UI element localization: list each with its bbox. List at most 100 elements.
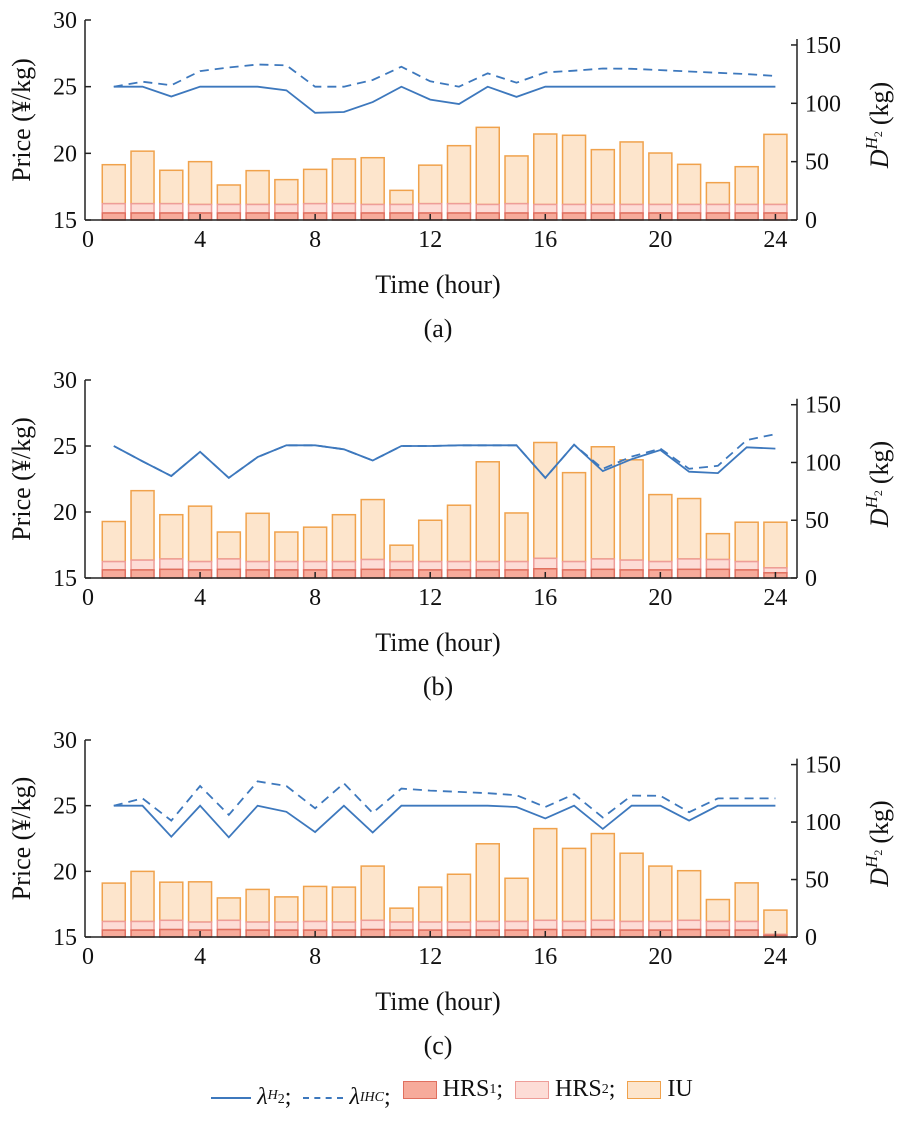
bar-iu — [360, 865, 385, 922]
bar-iu — [619, 852, 644, 923]
bar-hrs2 — [676, 919, 702, 931]
bar-iu — [446, 504, 472, 563]
bar-hrs2 — [475, 203, 500, 214]
bar-hrs2 — [187, 921, 213, 931]
bar-hrs2 — [274, 560, 299, 571]
bar-hrs2 — [216, 558, 242, 571]
x-tick-label: 12 — [418, 227, 442, 253]
bar-iu — [245, 888, 270, 923]
bar-hrs2 — [417, 202, 443, 214]
bar-iu — [389, 544, 414, 563]
bar-hrs1 — [159, 928, 184, 938]
bar-hrs1 — [274, 212, 299, 221]
bar-iu — [561, 847, 587, 923]
bar-iu — [331, 886, 357, 923]
y2-label-base: D — [865, 149, 894, 169]
bar-hrs2 — [360, 558, 385, 571]
bar-iu — [475, 126, 500, 206]
bar-hrs2 — [475, 560, 500, 571]
bar-hrs2 — [561, 203, 587, 214]
y2-tick-label: 150 — [805, 393, 841, 419]
line-lambda-h2 — [113, 804, 776, 839]
bar-hrs1 — [389, 569, 414, 579]
x-tick-label: 8 — [309, 227, 321, 253]
bar-hrs2 — [187, 203, 213, 214]
bar-iu — [274, 178, 299, 206]
bar-hrs1 — [216, 568, 242, 579]
line-lambda-ihc — [113, 780, 776, 822]
bar-iu — [705, 532, 731, 561]
line-lambda-ihc — [113, 63, 776, 88]
bar-iu — [159, 513, 184, 560]
bar-hrs2 — [734, 203, 759, 214]
bar-iu — [274, 531, 299, 563]
bar-iu — [187, 881, 213, 923]
bar-iu — [187, 505, 213, 563]
bar-hrs2 — [389, 203, 414, 214]
legend-label: λ — [257, 1084, 268, 1110]
y-tick-label: 20 — [53, 141, 77, 167]
x-tick-label: 16 — [533, 585, 557, 611]
y2-tick-label: 100 — [805, 810, 841, 836]
bar-iu — [446, 144, 472, 205]
bar-hrs1 — [561, 212, 587, 221]
bar-hrs1 — [130, 929, 155, 938]
legend-label: λ — [349, 1084, 360, 1110]
legend-item-hrs1: HRS 1; — [402, 1076, 503, 1103]
y-tick-label: 30 — [53, 728, 77, 754]
bar-hrs1 — [216, 928, 242, 938]
bar-hrs1 — [446, 569, 472, 579]
y2-tick-label: 0 — [805, 208, 817, 234]
bar-hrs1 — [561, 569, 587, 579]
y2-label-base: D — [865, 868, 894, 888]
bar-hrs1 — [504, 569, 529, 579]
legend-sub: 2 — [601, 1081, 609, 1097]
subplot-b: 15 20 25 30 0 50 100 150 0 4 8 12 16 20 24 Time (hour) (… — [7, 368, 894, 701]
legend-sep: ; — [608, 1076, 616, 1102]
y2-tick-label: 0 — [805, 925, 817, 951]
bar-hrs1 — [216, 212, 242, 221]
bar-iu — [101, 163, 127, 205]
bar-iu — [159, 169, 184, 205]
bar-hrs2 — [417, 921, 443, 931]
x-tick-label: 4 — [194, 227, 206, 253]
x-tick-label: 20 — [648, 944, 672, 970]
bar-hrs2 — [446, 921, 472, 931]
bar-hrs2 — [302, 920, 328, 931]
bar-hrs2 — [389, 560, 414, 571]
bar-iu — [619, 141, 644, 206]
y2-label-unit: (kg) — [865, 82, 894, 125]
bar-hrs1 — [159, 212, 184, 221]
bar-hrs2 — [533, 557, 558, 570]
y-tick-label: 30 — [53, 8, 77, 34]
bar-hrs2 — [360, 203, 385, 214]
bar-iu — [533, 133, 558, 206]
bar-hrs2 — [446, 560, 472, 571]
bar-iu — [590, 148, 616, 206]
bar-hrs2 — [331, 202, 357, 214]
bar-iu — [590, 832, 616, 922]
line-lambda-ihc — [113, 433, 776, 480]
x-tick-label: 24 — [763, 944, 787, 970]
bar-iu — [216, 184, 242, 206]
bar-hrs2 — [130, 202, 155, 214]
bar-iu — [216, 531, 242, 560]
bar-hrs1 — [619, 569, 644, 579]
bar-iu — [734, 521, 759, 563]
bar-hrs1 — [101, 212, 127, 221]
bar-iu — [331, 513, 357, 563]
x-tick-label: 12 — [418, 585, 442, 611]
x-tick-label: 8 — [309, 585, 321, 611]
bar-iu — [504, 877, 529, 923]
bar-hrs2 — [187, 560, 213, 571]
bar-iu — [705, 181, 731, 206]
bar-hrs1 — [619, 212, 644, 221]
line-lambda-h2 — [113, 443, 776, 480]
bar-iu — [734, 165, 759, 206]
bar-iu — [417, 164, 443, 205]
bar-hrs2 — [159, 919, 184, 931]
bar-hrs2 — [475, 920, 500, 931]
bar-iu — [331, 158, 357, 205]
bar-hrs1 — [389, 212, 414, 221]
x-tick-label: 0 — [82, 944, 94, 970]
